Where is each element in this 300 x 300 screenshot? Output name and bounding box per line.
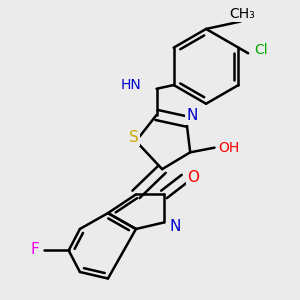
Text: N: N <box>186 108 198 123</box>
Text: OH: OH <box>218 141 239 155</box>
Text: HN: HN <box>121 78 142 92</box>
Text: S: S <box>129 130 139 145</box>
Text: Cl: Cl <box>254 44 268 57</box>
Text: N: N <box>169 219 181 234</box>
Text: CH₃: CH₃ <box>230 7 255 21</box>
Text: O: O <box>187 170 199 185</box>
Text: F: F <box>31 242 39 257</box>
